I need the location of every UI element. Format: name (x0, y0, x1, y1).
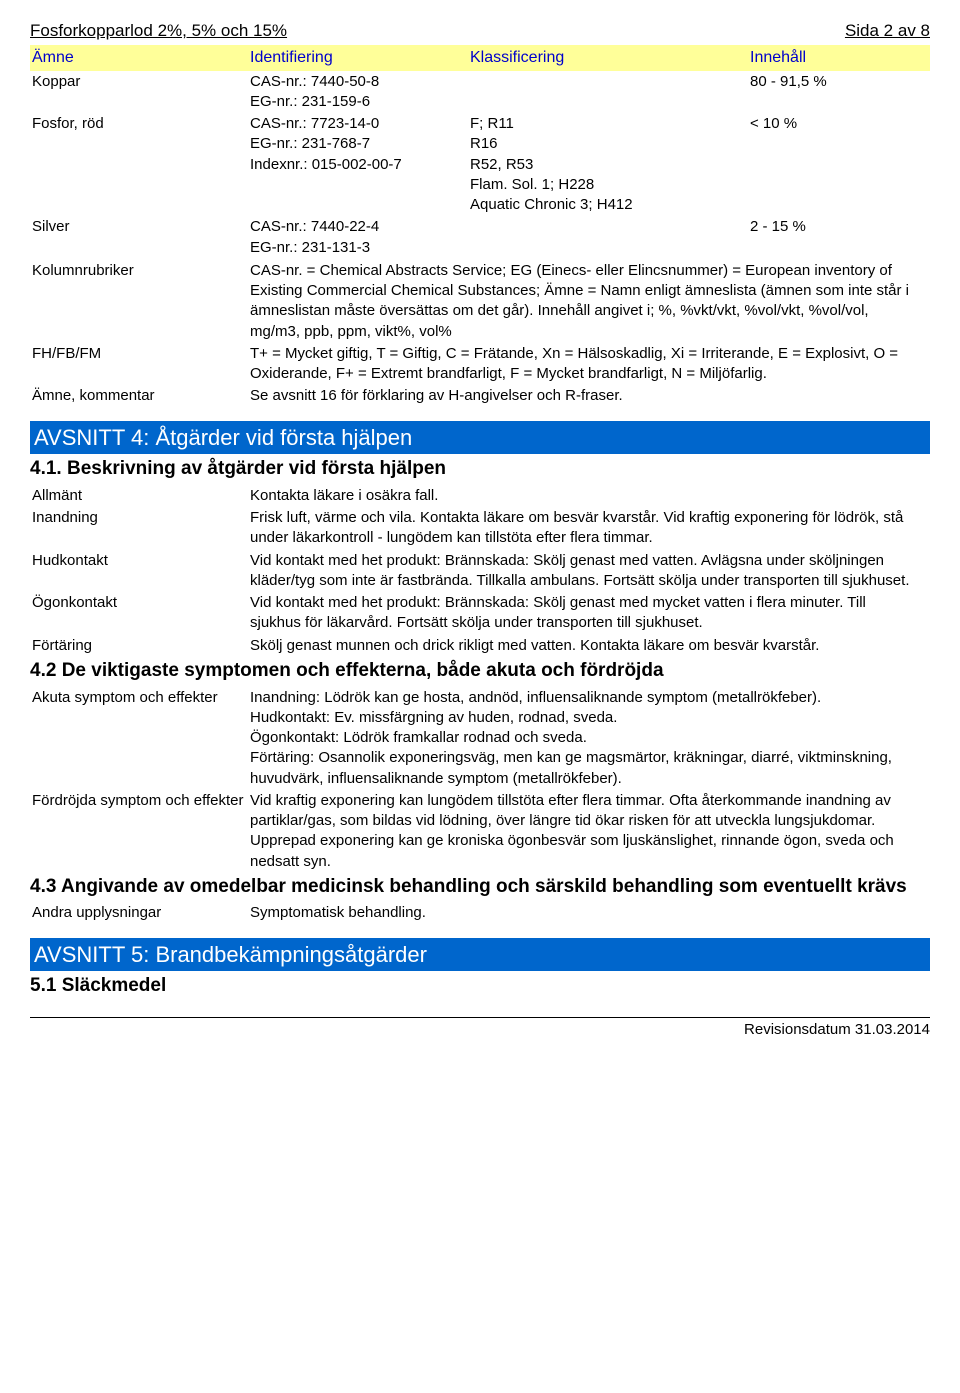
definition-text: CAS-nr. = Chemical Abstracts Service; EG… (250, 261, 930, 342)
info-row: FörtäringSkölj genast munnen och drick r… (30, 636, 930, 656)
definition-label: Kolumnrubriker (30, 261, 250, 281)
cell-amne: Koppar (30, 72, 250, 92)
info-label: Förtäring (30, 636, 250, 656)
section4-2-heading: 4.2 De viktigaste symptomen och effekter… (30, 658, 930, 684)
cell-amne: Silver (30, 217, 250, 237)
cell-klassificering: F; R11R16R52, R53Flam. Sol. 1; H228Aquat… (470, 114, 750, 215)
section4-3-items: Andra upplysningarSymptomatisk behandlin… (30, 903, 930, 923)
cell-innehall: < 10 % (750, 114, 920, 134)
definition-row: Ämne, kommentarSe avsnitt 16 för förklar… (30, 386, 930, 406)
info-row: AllmäntKontakta läkare i osäkra fall. (30, 486, 930, 506)
th-klassificering: Klassificering (470, 47, 750, 69)
cell-innehall: 2 - 15 % (750, 217, 920, 237)
definition-text: Se avsnitt 16 för förklaring av H-angive… (250, 386, 930, 406)
info-text: Vid kontakt med het produkt: Brännskada:… (250, 593, 930, 634)
info-label: Inandning (30, 508, 250, 528)
info-row: Andra upplysningarSymptomatisk behandlin… (30, 903, 930, 923)
definition-text: T+ = Mycket giftig, T = Giftig, C = Frät… (250, 344, 930, 385)
definitions-block: KolumnrubrikerCAS-nr. = Chemical Abstrac… (30, 261, 930, 407)
section5-header: AVSNITT 5: Brandbekämpningsåtgärder (30, 938, 930, 972)
info-text: Kontakta läkare i osäkra fall. (250, 486, 930, 506)
table-row: SilverCAS-nr.: 7440-22-4EG-nr.: 231-131-… (30, 216, 930, 259)
definition-row: FH/FB/FMT+ = Mycket giftig, T = Giftig, … (30, 344, 930, 385)
info-row: Fördröjda symptom och effekterVid krafti… (30, 791, 930, 872)
info-row: HudkontaktVid kontakt med het produkt: B… (30, 551, 930, 592)
definition-label: Ämne, kommentar (30, 386, 250, 406)
section4-3-heading: 4.3 Angivande av omedelbar medicinsk beh… (30, 874, 930, 900)
info-text: Vid kontakt med het produkt: Brännskada:… (250, 551, 930, 592)
info-row: InandningFrisk luft, värme och vila. Kon… (30, 508, 930, 549)
info-label: Andra upplysningar (30, 903, 250, 923)
table-row: KopparCAS-nr.: 7440-50-8EG-nr.: 231-159-… (30, 71, 930, 114)
info-row: ÖgonkontaktVid kontakt med het produkt: … (30, 593, 930, 634)
th-amne: Ämne (30, 47, 250, 69)
info-text: Skölj genast munnen och drick rikligt me… (250, 636, 930, 656)
info-label: Akuta symptom och effekter (30, 688, 250, 708)
table-header-row: Ämne Identifiering Klassificering Innehå… (30, 45, 930, 71)
info-row: Akuta symptom och effekterInandning: Löd… (30, 688, 930, 789)
cell-innehall: 80 - 91,5 % (750, 72, 920, 92)
section4-1-items: AllmäntKontakta läkare i osäkra fall.Ina… (30, 486, 930, 656)
cell-identifiering: CAS-nr.: 7440-22-4EG-nr.: 231-131-3 (250, 217, 470, 258)
section4-1-heading: 4.1. Beskrivning av åtgärder vid första … (30, 456, 930, 482)
info-label: Allmänt (30, 486, 250, 506)
cell-identifiering: CAS-nr.: 7440-50-8EG-nr.: 231-159-6 (250, 72, 470, 113)
cell-amne: Fosfor, röd (30, 114, 250, 134)
document-title: Fosforkopparlod 2%, 5% och 15% (30, 20, 287, 43)
table-row: Fosfor, rödCAS-nr.: 7723-14-0EG-nr.: 231… (30, 113, 930, 216)
info-label: Ögonkontakt (30, 593, 250, 613)
info-text: Frisk luft, värme och vila. Kontakta läk… (250, 508, 930, 549)
info-label: Hudkontakt (30, 551, 250, 571)
page-footer: Revisionsdatum 31.03.2014 (30, 1017, 930, 1040)
section5-1-heading: 5.1 Släckmedel (30, 973, 930, 999)
page-number: Sida 2 av 8 (845, 20, 930, 43)
th-innehall: Innehåll (750, 47, 920, 69)
definition-label: FH/FB/FM (30, 344, 250, 364)
info-label: Fördröjda symptom och effekter (30, 791, 250, 811)
th-identifiering: Identifiering (250, 47, 470, 69)
cell-identifiering: CAS-nr.: 7723-14-0EG-nr.: 231-768-7Index… (250, 114, 470, 175)
info-text: Vid kraftig exponering kan lungödem till… (250, 791, 930, 872)
section4-header: AVSNITT 4: Åtgärder vid första hjälpen (30, 421, 930, 455)
substance-table-body: KopparCAS-nr.: 7440-50-8EG-nr.: 231-159-… (30, 71, 930, 259)
section4-2-items: Akuta symptom och effekterInandning: Löd… (30, 688, 930, 872)
definition-row: KolumnrubrikerCAS-nr. = Chemical Abstrac… (30, 261, 930, 342)
revision-date: Revisionsdatum 31.03.2014 (744, 1021, 930, 1038)
page-header: Fosforkopparlod 2%, 5% och 15% Sida 2 av… (30, 20, 930, 43)
info-text: Inandning: Lödrök kan ge hosta, andnöd, … (250, 688, 930, 789)
info-text: Symptomatisk behandling. (250, 903, 930, 923)
